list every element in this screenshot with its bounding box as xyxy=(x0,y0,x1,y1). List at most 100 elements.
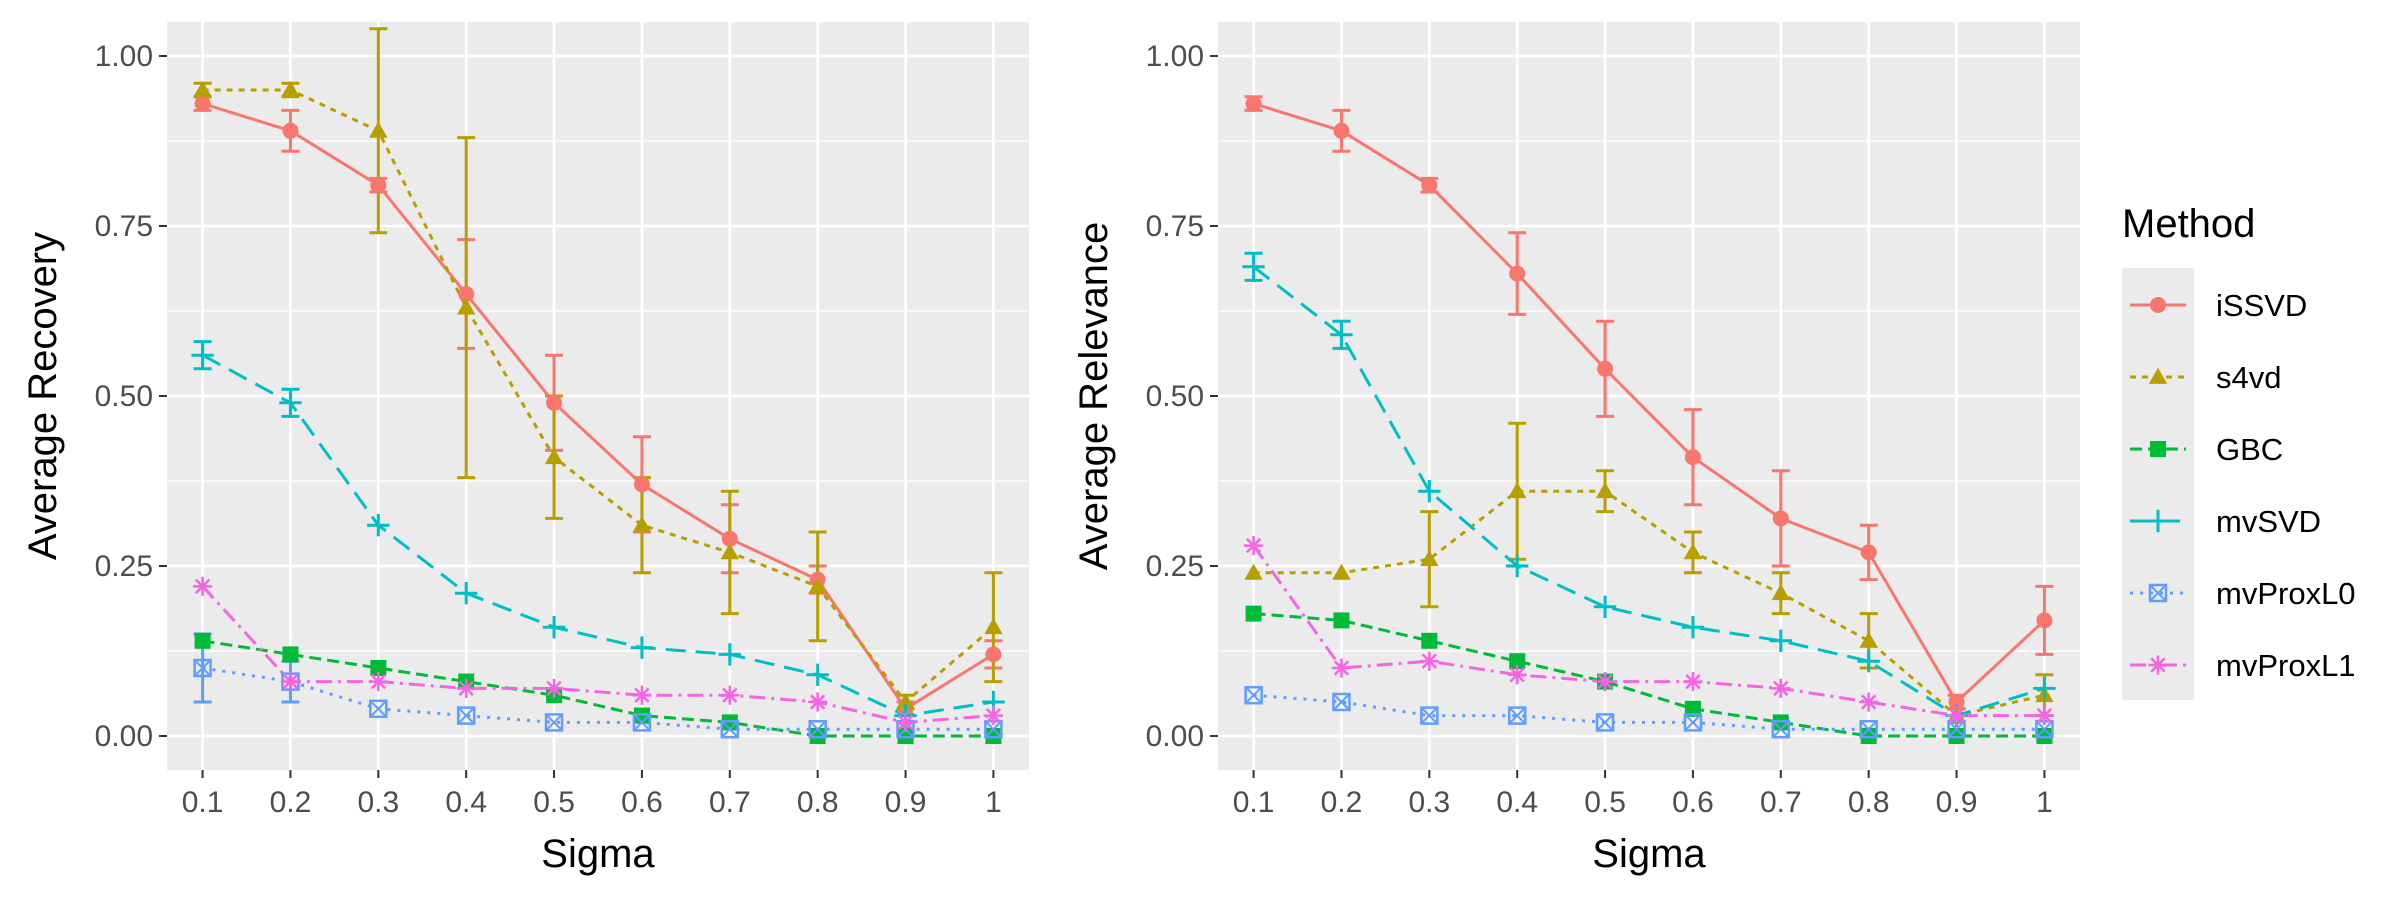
data-point-mvproxl1 xyxy=(192,576,213,596)
gridlines xyxy=(1218,22,2080,770)
data-point-issvd xyxy=(1772,510,1789,527)
data-point-mvproxl1 xyxy=(1595,672,1615,692)
x-tick-label: 0.2 xyxy=(1321,786,1363,819)
x-tick-label: 0.3 xyxy=(1408,786,1450,819)
data-point-mvproxl1 xyxy=(1859,692,1879,712)
series-points xyxy=(1242,95,2056,744)
series-lines xyxy=(201,88,995,738)
legend-label: mvProxL1 xyxy=(2216,648,2356,683)
data-point-s4vd xyxy=(808,577,827,594)
data-point-s4vd xyxy=(456,298,476,315)
legend-key-asterisk xyxy=(2148,655,2168,675)
data-point-mvproxl0 xyxy=(1332,692,1351,712)
data-point-issvd xyxy=(546,394,563,411)
data-point-issvd xyxy=(1421,177,1438,194)
series-line-issvd xyxy=(1253,102,2046,705)
data-point-issvd xyxy=(1245,95,1262,112)
series-points xyxy=(191,80,1005,744)
data-point-gbc xyxy=(370,660,387,676)
legend-label: mvSVD xyxy=(2216,504,2321,539)
series-line-gbc xyxy=(202,639,994,738)
data-point-mvproxl1 xyxy=(1507,665,1527,685)
legend-key-square xyxy=(2150,441,2166,457)
legend-key-circle xyxy=(2150,297,2166,313)
data-point-mvproxl0 xyxy=(1244,685,1263,705)
data-point-mvproxl1 xyxy=(1419,651,1439,671)
data-point-mvproxl0 xyxy=(456,706,476,725)
x-axis-title: Sigma xyxy=(541,832,655,876)
data-point-mvproxl1 xyxy=(280,672,301,692)
x-tick-label: 0.9 xyxy=(885,786,927,819)
y-tick-label: 0.25 xyxy=(1146,550,1204,583)
legend: Method iSSVD s4vd GBC mvSVD mvProxL0 mvProxL1 xyxy=(2122,202,2356,700)
series-line-mvproxl0 xyxy=(202,666,994,731)
x-tick-label: 0.9 xyxy=(1936,786,1978,819)
y-tick-label: 1.00 xyxy=(1146,40,1204,73)
data-point-mvproxl1 xyxy=(808,692,828,712)
data-point-mvsvd xyxy=(279,391,302,414)
x-tick-label: 0.5 xyxy=(1584,786,1626,819)
series-line-mvproxl1 xyxy=(1252,544,2045,718)
y-tick-label: 0.50 xyxy=(95,380,153,413)
data-point-issvd xyxy=(985,646,1002,663)
data-point-mvproxl0 xyxy=(1683,713,1703,732)
x-tick-label: 0.5 xyxy=(533,786,575,819)
data-point-mvproxl0 xyxy=(1507,706,1527,725)
series-line-gbc xyxy=(1253,612,2045,738)
legend-title: Method xyxy=(2122,202,2255,246)
x-tick-label: 0.4 xyxy=(445,786,487,819)
data-point-mvsvd xyxy=(1593,595,1617,618)
y-tick-label: 0.75 xyxy=(1146,210,1204,243)
data-point-gbc xyxy=(1333,612,1350,629)
data-point-issvd xyxy=(1333,122,1350,139)
data-point-mvproxl1 xyxy=(895,712,916,732)
data-point-s4vd xyxy=(984,618,1003,635)
legend-label: s4vd xyxy=(2216,360,2281,395)
x-tick-label: 0.6 xyxy=(621,786,663,819)
data-point-gbc xyxy=(1421,632,1438,649)
data-point-issvd xyxy=(2036,612,2053,629)
x-tick-labels: 0.1 0.2 0.3 0.4 0.5 0.6 0.7 0.8 0.9 1 xyxy=(182,770,1002,819)
data-point-mvproxl1 xyxy=(1243,536,1264,556)
legend-items: iSSVD s4vd GBC mvSVD mvProxL0 mvProxL1 xyxy=(2130,288,2356,683)
data-point-mvproxl1 xyxy=(456,678,476,698)
data-point-s4vd xyxy=(193,80,212,97)
data-point-s4vd xyxy=(896,692,915,709)
legend-key-boxcross xyxy=(2148,583,2168,603)
x-tick-label: 1 xyxy=(2036,786,2053,819)
y-axis-title: Average Recovery xyxy=(21,232,65,560)
legend-item-mvsvd: mvSVD xyxy=(2130,504,2321,539)
chart-average-relevance: 0.000.250.500.751.00 0.1 0.2 0.3 0.4 0.5 0.6 0… xyxy=(1072,22,2080,876)
y-tick-label: 0.25 xyxy=(95,550,153,583)
data-point-mvproxl1 xyxy=(632,685,652,705)
data-point-s4vd xyxy=(1771,584,1791,601)
x-tick-label: 0.1 xyxy=(182,786,224,819)
legend-item-gbc: GBC xyxy=(2130,432,2283,467)
series-line-s4vd xyxy=(1253,489,2045,718)
series-line-mvproxl0 xyxy=(1253,693,2045,731)
data-point-mvsvd xyxy=(542,616,566,639)
legend-key-plus xyxy=(2146,509,2170,533)
legend-key-background xyxy=(2122,268,2194,700)
data-point-gbc xyxy=(1509,653,1526,670)
series-line-s4vd xyxy=(202,88,995,705)
x-tick-label: 1 xyxy=(985,786,1002,819)
x-axis-title: Sigma xyxy=(1592,832,1706,876)
data-point-gbc xyxy=(282,646,299,663)
data-point-mvproxl1 xyxy=(1946,706,1967,726)
data-point-issvd xyxy=(1948,694,1965,710)
data-point-mvsvd xyxy=(1418,480,1441,503)
data-point-s4vd xyxy=(1332,563,1351,580)
data-point-mvproxl1 xyxy=(1771,678,1791,698)
y-tick-label: 0.00 xyxy=(95,720,153,753)
data-point-mvsvd xyxy=(1505,554,1529,578)
y-tick-label: 0.00 xyxy=(1146,720,1204,753)
x-tick-label: 0.2 xyxy=(270,786,312,819)
data-point-mvproxl0 xyxy=(193,658,212,678)
data-point-mvproxl0 xyxy=(1420,706,1439,725)
data-point-mvsvd xyxy=(1769,629,1793,652)
y-tick-label: 0.75 xyxy=(95,210,153,243)
data-point-mvproxl0 xyxy=(544,713,564,732)
legend-label: mvProxL0 xyxy=(2216,576,2356,611)
